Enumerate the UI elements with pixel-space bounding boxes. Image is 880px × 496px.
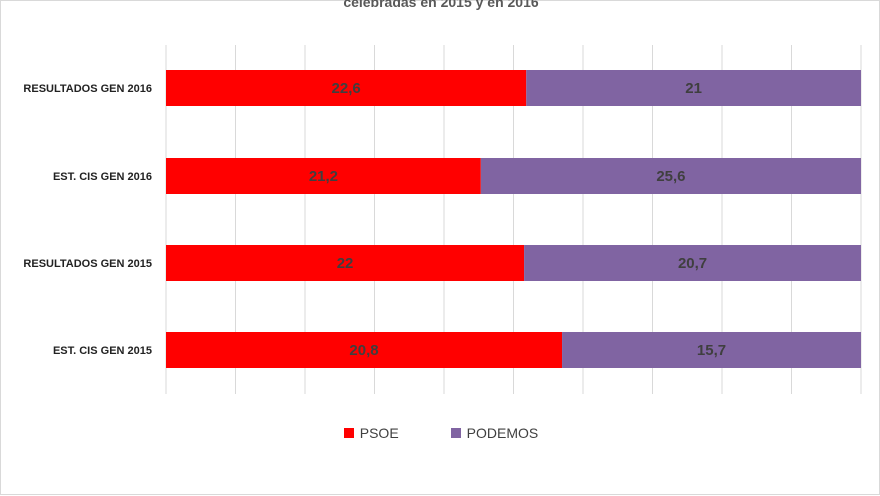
bar-psoe-est-cis-gen-2016 <box>166 158 481 194</box>
bar-podemos-resultados-gen-2016 <box>526 70 861 106</box>
data-label-psoe-resultados-gen-2015: 22 <box>337 255 354 272</box>
legend-label-psoe: PSOE <box>359 425 399 441</box>
category-label-est-cis-gen-2015: EST. CIS GEN 2015 <box>53 345 152 357</box>
chart-title: celebradas en 2015 y en 2016 <box>343 0 539 10</box>
bar-psoe-est-cis-gen-2015 <box>166 332 563 368</box>
category-label-est-cis-gen-2016: EST. CIS GEN 2016 <box>53 171 152 183</box>
data-label-podemos-est-cis-gen-2016: 25,6 <box>656 168 685 185</box>
legend-item-psoe: PSOE <box>343 425 399 441</box>
legend-swatch-podemos <box>450 428 461 438</box>
legend: PSOE PODEMOS <box>1 425 880 441</box>
data-label-psoe-resultados-gen-2016: 22,6 <box>332 80 361 97</box>
bar-psoe-resultados-gen-2016 <box>166 70 527 106</box>
data-label-podemos-est-cis-gen-2015: 15,7 <box>697 342 726 359</box>
data-label-psoe-est-cis-gen-2016: 21,2 <box>309 168 338 185</box>
legend-item-podemos: PODEMOS <box>450 425 539 441</box>
bar-podemos-est-cis-gen-2015 <box>562 332 861 368</box>
category-label-resultados-gen-2016: RESULTADOS GEN 2016 <box>23 83 152 95</box>
legend-swatch-psoe <box>343 428 354 438</box>
category-label-resultados-gen-2015: RESULTADOS GEN 2015 <box>23 258 152 270</box>
bar-podemos-est-cis-gen-2016 <box>480 158 861 194</box>
bar-podemos-resultados-gen-2015 <box>524 245 861 281</box>
bar-psoe-resultados-gen-2015 <box>166 245 525 281</box>
data-label-psoe-est-cis-gen-2015: 20,8 <box>349 342 378 359</box>
data-label-podemos-resultados-gen-2015: 20,7 <box>678 255 707 272</box>
legend-label-podemos: PODEMOS <box>466 425 539 441</box>
data-label-podemos-resultados-gen-2016: 21 <box>685 80 702 97</box>
